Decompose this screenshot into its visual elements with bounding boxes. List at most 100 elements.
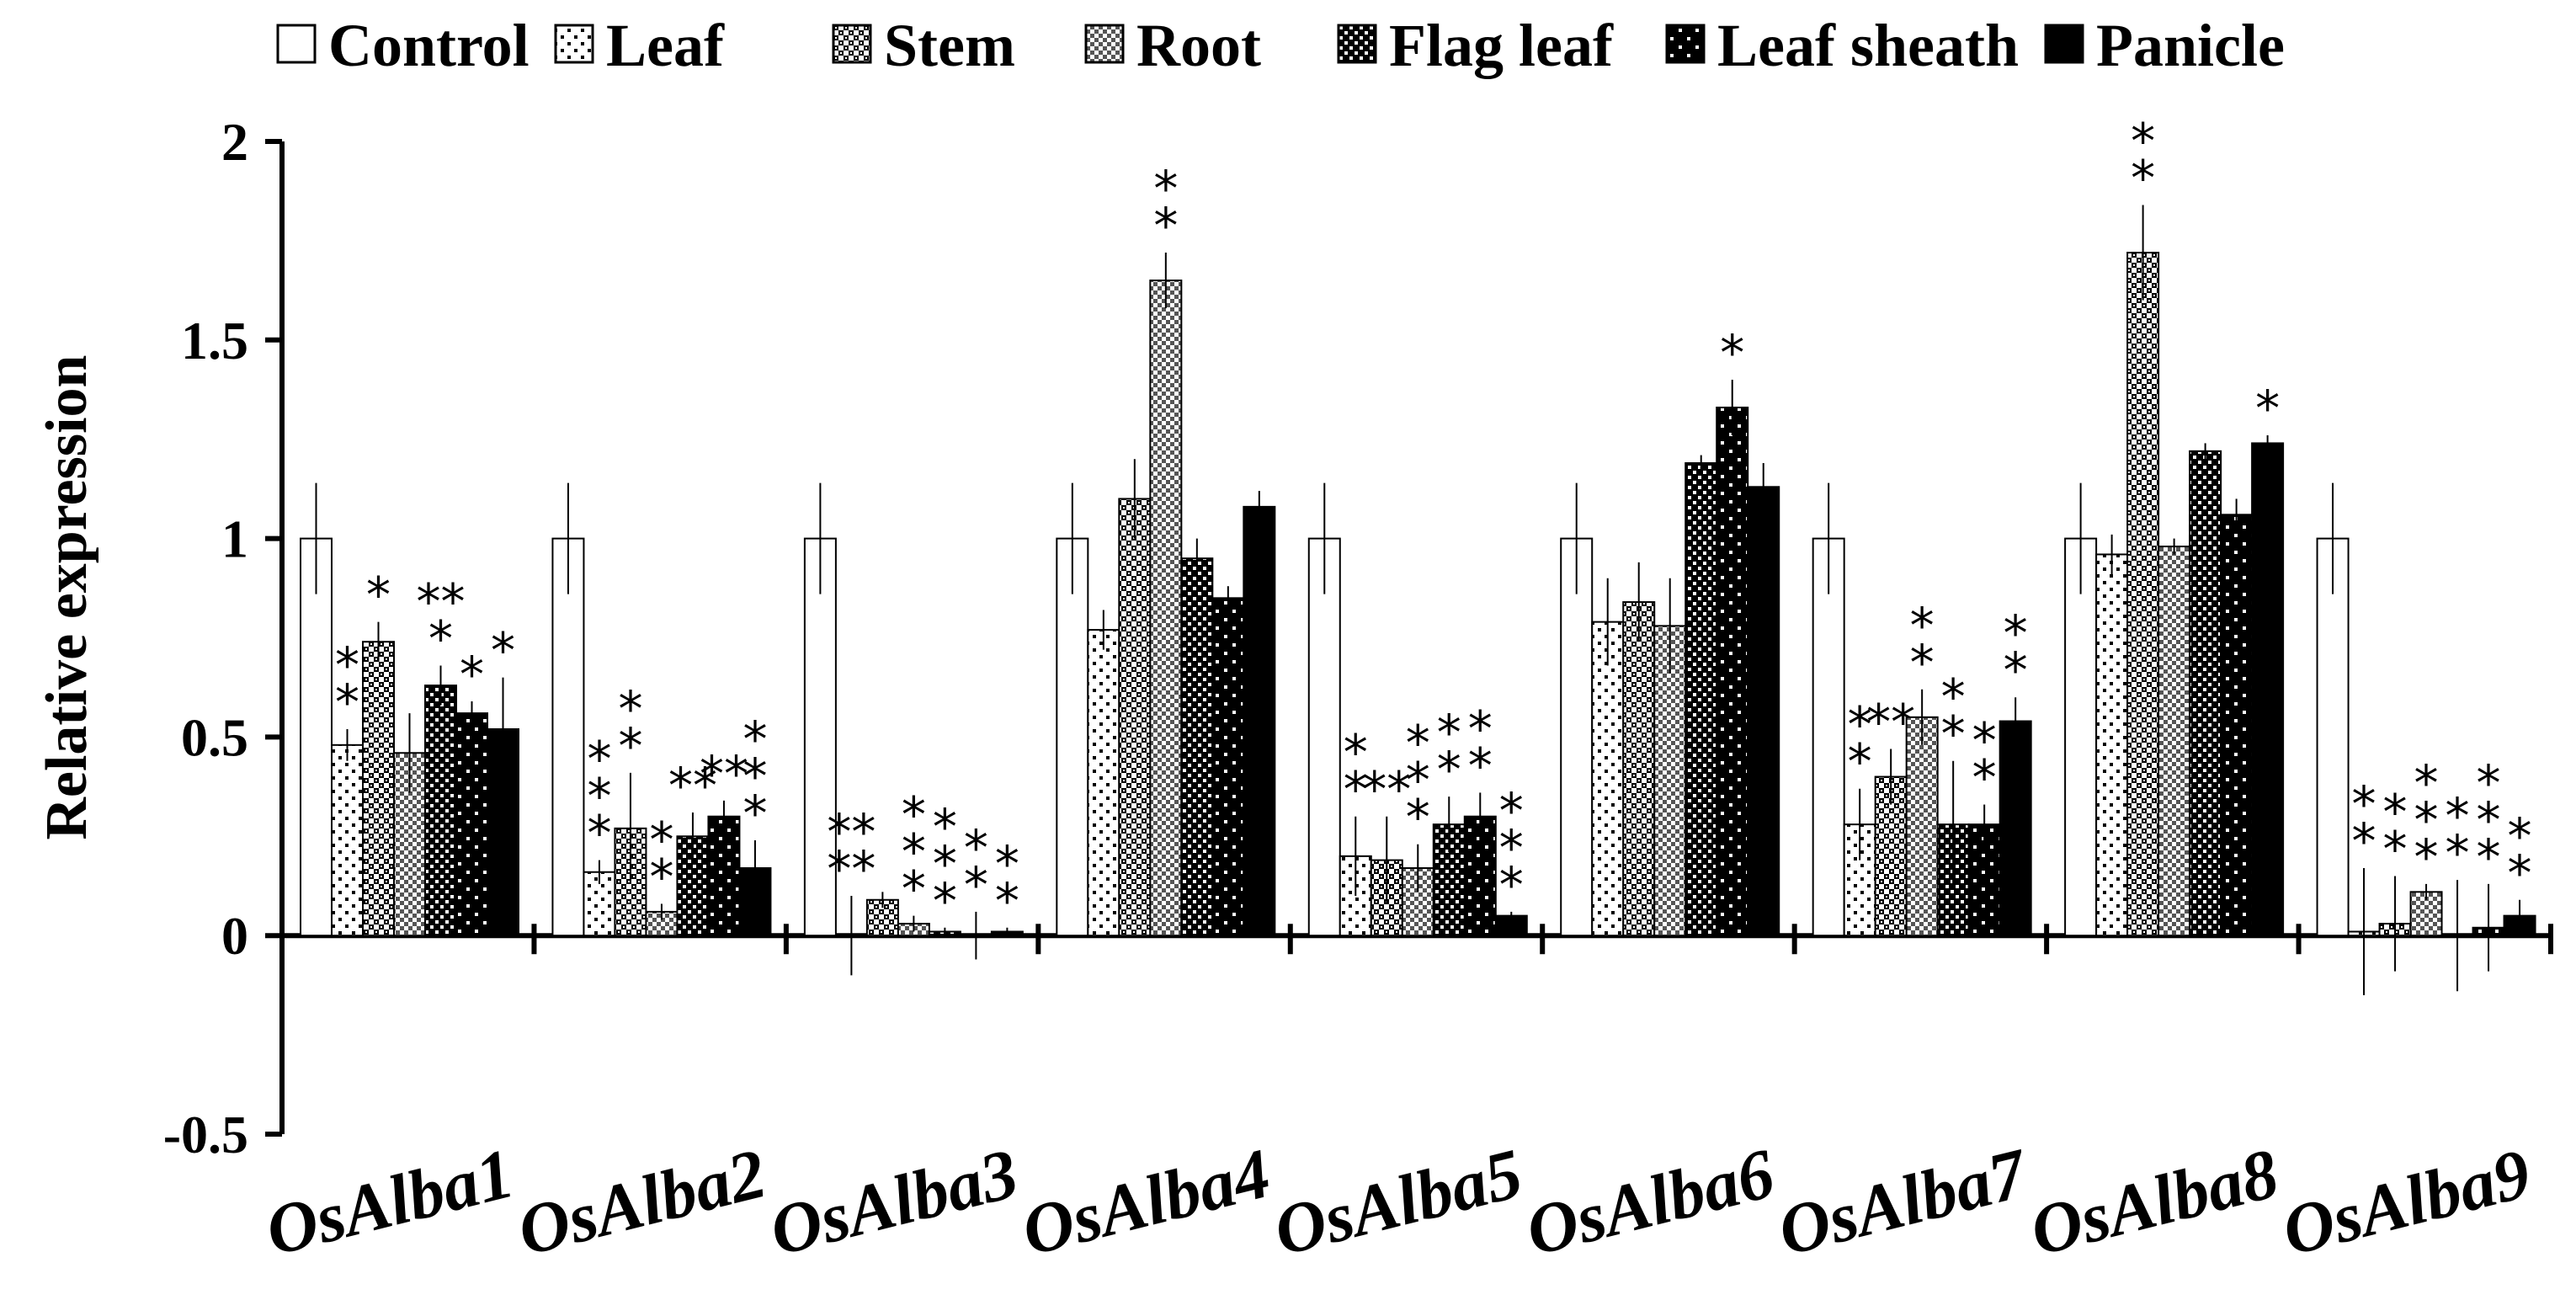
bar-control <box>300 537 333 937</box>
significance-label: * <box>2131 112 2155 169</box>
significance-label: * <box>902 786 926 844</box>
significance-label: * <box>335 637 359 694</box>
legend-item: Leaf sheath <box>1665 12 2019 79</box>
bar-sheath <box>455 712 488 937</box>
bar-flag <box>2189 450 2222 937</box>
category-label: OsAlba7 <box>1771 1133 2036 1271</box>
legend-label: Root <box>1136 12 1261 79</box>
significance-label: * <box>2477 828 2501 886</box>
significance-label: * <box>2446 824 2470 882</box>
category-label: OsAlba8 <box>2023 1134 2286 1271</box>
significance-label: * <box>1406 715 1430 772</box>
significance-label: * <box>1344 761 1368 818</box>
significance-label: * <box>335 674 359 731</box>
significance-label: * <box>2508 844 2532 902</box>
category-label: OsAlba1 <box>258 1134 521 1271</box>
significance-label: * <box>1468 737 1493 794</box>
significance-label: * <box>2131 149 2155 206</box>
significance-label: * <box>1406 789 1430 846</box>
significance-label: * <box>742 748 767 805</box>
significance-label: * <box>1848 696 1872 754</box>
bar-sheath <box>1211 597 1245 937</box>
bar-leaf <box>1591 621 1625 937</box>
category-label: OsAlba6 <box>1519 1134 1781 1271</box>
significance-label: * <box>2477 791 2501 849</box>
significance-label: * <box>1468 700 1493 757</box>
significance-label: * <box>1941 706 1966 763</box>
significance-label: * <box>2414 754 2439 812</box>
significance-label: * <box>428 610 453 668</box>
significance-label: ** <box>417 573 466 631</box>
bar-leaf <box>2095 553 2129 937</box>
y-tick-label: 2 <box>221 112 248 172</box>
significance-label: * <box>1406 752 1430 809</box>
bar-panicle <box>1747 486 1780 937</box>
significance-label: * <box>933 798 957 855</box>
significance-label: * <box>1437 741 1461 798</box>
legend-item: Control <box>276 12 530 79</box>
significance-label: * <box>649 848 673 905</box>
legend-item: Leaf <box>554 12 725 79</box>
significance-label: * <box>618 680 642 738</box>
bar-leaf <box>1087 629 1120 937</box>
legend-swatch-panicle <box>2044 24 2084 64</box>
significance-label: * <box>1848 733 1872 791</box>
significance-label: * <box>1941 669 1966 726</box>
bar-sheath <box>2220 514 2254 937</box>
significance-label: * <box>995 835 1019 892</box>
significance-label: * <box>366 567 391 624</box>
legend-label: Flag leaf <box>1389 12 1614 79</box>
legend-label: Control <box>328 12 530 79</box>
bar-control <box>1307 537 1341 937</box>
significance-label: * <box>587 768 611 825</box>
significance-label: * <box>2004 605 2028 662</box>
legend-swatch-sheath <box>1665 24 1706 64</box>
legend-swatch-leaf <box>554 24 594 64</box>
significance-label: * <box>2383 820 2408 877</box>
legend-swatch-stem <box>832 24 872 64</box>
significance-label: ** <box>700 745 748 802</box>
significance-label: ** <box>1362 761 1411 818</box>
significance-label: * <box>1153 160 1178 217</box>
bar-control <box>551 537 585 937</box>
bar-control <box>2064 537 2098 937</box>
bar-panicle <box>1999 720 2032 937</box>
significance-label: * <box>1499 819 1524 876</box>
significance-label: * <box>742 785 767 842</box>
significance-label: * <box>1344 724 1368 781</box>
bar-root <box>1653 625 1687 937</box>
bar-sheath <box>1716 406 1749 937</box>
legend-swatch-root <box>1084 24 1125 64</box>
y-tick-label: 0 <box>221 906 248 966</box>
bar-root <box>1149 280 1183 937</box>
significance-label: * <box>1437 704 1461 761</box>
significance-label: * <box>2446 787 2470 844</box>
bar-leaf <box>331 743 364 937</box>
bar-stem <box>1622 601 1656 937</box>
bar-panicle <box>2251 442 2285 937</box>
significance-label: * <box>902 860 926 918</box>
significance-label: * <box>2477 754 2501 812</box>
bar-control <box>803 537 837 937</box>
significance-label: * <box>587 805 611 862</box>
category-label: OsAlba9 <box>2275 1134 2537 1271</box>
category-label: OsAlba4 <box>1014 1134 1277 1271</box>
bar-control <box>1560 537 1594 937</box>
y-tick-label: -0.5 <box>163 1105 248 1164</box>
bar-control <box>1056 537 1089 937</box>
bar-root <box>1905 716 1939 937</box>
bar-stem <box>362 641 395 937</box>
significance-label: * <box>2414 828 2439 886</box>
significance-label: * <box>995 872 1019 930</box>
significance-label: * <box>460 646 484 703</box>
bar-panicle <box>1243 505 1276 937</box>
bar-control <box>1812 537 1845 937</box>
legend-item: Root <box>1084 12 1261 79</box>
legend-label: Panicle <box>2096 12 2285 79</box>
significance-label: * <box>2255 380 2280 437</box>
plot-area: 2 1.5 1 0.5 0 -0.5 Relative expression OsAlba1 *… <box>35 112 2553 1271</box>
significance-label: * <box>2004 642 2028 699</box>
significance-label: * <box>933 835 957 892</box>
legend-swatch-control <box>276 24 317 64</box>
significance-label: * <box>2508 807 2532 865</box>
